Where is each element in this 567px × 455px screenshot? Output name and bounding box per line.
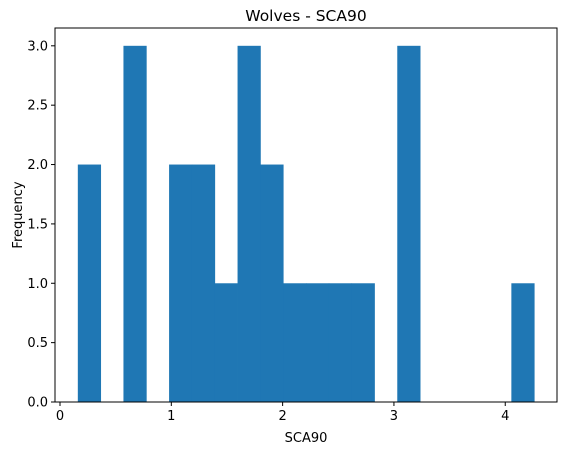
x-ticks: 0 1 2 3 4 <box>56 402 509 424</box>
y-tick-label: 1.5 <box>27 217 48 232</box>
histogram-bar <box>306 283 330 402</box>
x-tick-label: 2 <box>278 409 286 424</box>
x-tick-label: 1 <box>167 409 175 424</box>
chart-title: Wolves - SCA90 <box>245 7 366 25</box>
x-tick-label: 3 <box>390 409 398 424</box>
y-tick-label: 1.0 <box>27 277 48 292</box>
bars-layer <box>77 45 535 403</box>
histogram-bar <box>123 45 147 403</box>
x-tick-label: 4 <box>501 409 509 424</box>
x-axis-label: SCA90 <box>285 431 328 446</box>
y-tick-label: 2.5 <box>27 99 48 114</box>
y-axis-label: Frequency <box>11 181 26 248</box>
histogram-bar <box>214 283 238 402</box>
y-tick-label: 0.0 <box>27 396 48 411</box>
histogram-bar <box>397 45 421 403</box>
histogram-bar <box>351 283 375 402</box>
histogram-bar <box>511 283 535 402</box>
histogram-bar <box>328 283 353 402</box>
plot-frame <box>54 27 558 403</box>
histogram-bar <box>191 164 216 402</box>
histogram-bar <box>237 45 261 403</box>
y-tick-label: 2.0 <box>27 158 48 173</box>
y-tick-label: 3.0 <box>27 39 48 54</box>
x-tick-label: 0 <box>56 409 64 424</box>
y-tick-label: 0.5 <box>27 336 48 351</box>
histogram-bar <box>169 164 193 402</box>
y-ticks: 0.0 0.5 1.0 1.5 2.0 2.5 3.0 <box>27 39 55 411</box>
histogram-bar <box>283 283 307 402</box>
histogram-bar <box>77 164 102 402</box>
histogram-bar <box>260 164 284 402</box>
